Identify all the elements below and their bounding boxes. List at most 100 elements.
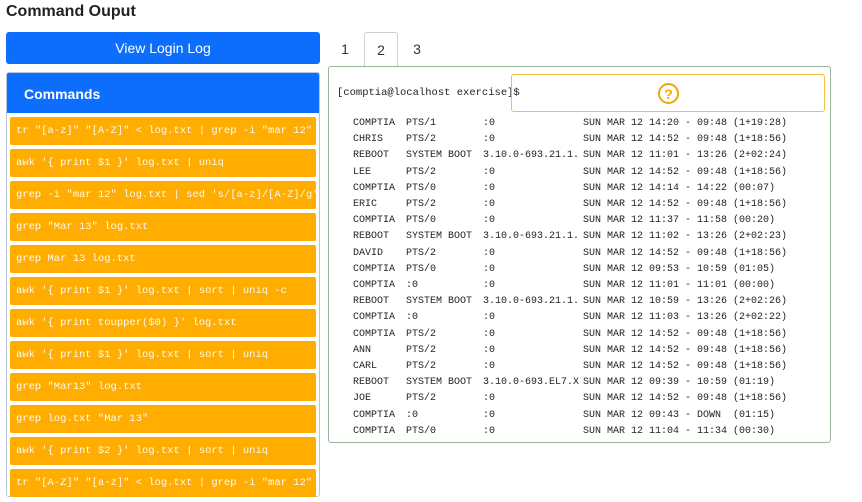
tab[interactable]: 2 [364, 32, 398, 66]
log-cell: SUN MAR 12 11:04 - 11:34 (00:30) [583, 425, 776, 437]
tab[interactable]: 1 [341, 41, 349, 57]
log-cell: 3.10.0-693.EL7.X [483, 377, 580, 389]
command-item[interactable]: awk '{ print $2 }' log.txt | sort | uniq [10, 437, 316, 465]
command-item[interactable]: grep -i "mar 12" log.txt | sed 's/[a-z]/… [10, 181, 316, 209]
command-item[interactable]: grep Mar 13 log.txt [10, 245, 316, 273]
command-item[interactable]: grep "Mar 13" log.txt [10, 213, 316, 241]
log-cell: :0 [483, 393, 496, 405]
log-cell: :0 [483, 134, 496, 146]
command-item[interactable]: awk '{ print $1 }' log.txt | uniq [10, 149, 316, 177]
command-item[interactable]: awk '{ print $1 }' log.txt | sort | uniq… [10, 277, 316, 305]
command-item[interactable]: grep "Mar13" log.txt [10, 373, 316, 401]
command-item[interactable]: awk '{ print toupper($0) }' log.txt [10, 309, 316, 337]
command-input[interactable]: ? [511, 74, 825, 112]
command-item[interactable]: awk '{ print $1 }' log.txt | sort | uniq [10, 341, 316, 369]
log-cell: :0 [406, 409, 419, 421]
log-cell: :0 [483, 215, 496, 227]
command-item[interactable]: tr "[A-Z]" "[a-z]" < log.txt | grep -i "… [10, 469, 316, 497]
log-cell: SUN MAR 12 14:52 - 09:48 (1+18:56) [583, 344, 788, 356]
tab[interactable]: 3 [413, 41, 421, 57]
command-item[interactable]: grep log.txt "Mar 13" [10, 405, 316, 433]
log-cell: :0 [406, 312, 419, 324]
prompt: [comptia@localhost exercise]$ [337, 87, 520, 99]
log-cell: SUN MAR 12 09:39 - 10:59 (01:19) [583, 377, 776, 389]
log-cell: PTS/2 [406, 344, 437, 356]
log-cell: ERIC [353, 199, 378, 210]
log-cell: CHRIS [353, 134, 384, 146]
log-cell: SUN MAR 12 14:52 - 09:48 (1+18:56) [583, 393, 788, 405]
log-cell: ANN [353, 344, 372, 356]
log-cell: SUN MAR 12 11:01 - 13:26 (2+02:24) [583, 150, 788, 162]
log-cell: 3.10.0-693.21.1. [483, 231, 580, 243]
help-icon[interactable]: ? [658, 83, 679, 104]
log-cell: SUN MAR 12 11:01 - 11:01 (00:00) [583, 280, 776, 291]
log-cell: CARL [353, 361, 378, 372]
log-cell: :0 [483, 247, 496, 259]
log-cell: PTS/2 [406, 361, 437, 372]
log-cell: SUN MAR 12 14:20 - 09:48 (1+19:28) [583, 118, 788, 129]
log-cell: :0 [483, 263, 496, 275]
log-cell: :0 [483, 182, 496, 194]
log-cell: REBOOT [353, 296, 390, 308]
log-cell: SYSTEM BOOT [406, 296, 473, 308]
log-cell: :0 [483, 199, 496, 210]
log-cell: PTS/2 [406, 247, 437, 259]
log-cell: PTS/2 [406, 166, 437, 178]
page-title: Command Ouput [6, 3, 136, 20]
log-cell: SUN MAR 12 14:52 - 09:48 (1+18:56) [583, 361, 788, 372]
log-cell: PTS/2 [406, 199, 437, 210]
log-cell: PTS/0 [406, 215, 437, 227]
log-cell: PTS/0 [406, 425, 437, 437]
log-cell: :0 [483, 344, 496, 356]
log-cell: SUN MAR 12 14:52 - 09:48 (1+18:56) [583, 328, 788, 340]
log-cell: SYSTEM BOOT [406, 150, 473, 162]
log-cell: COMPTIA [353, 215, 396, 227]
log-cell: SUN MAR 12 09:53 - 10:59 (01:05) [583, 263, 776, 275]
log-cell: COMPTIA [353, 425, 396, 437]
log-cell: REBOOT [353, 231, 390, 243]
commands-title: Commands [7, 73, 319, 113]
log-cell: COMPTIA [353, 409, 396, 421]
log-cell: :0 [483, 118, 496, 129]
terminal: [comptia@localhost exercise]$ ? COMPTIA P… [328, 66, 831, 443]
log-cell: JOE [353, 393, 372, 405]
log-cell: COMPTIA [353, 328, 396, 340]
log-cell: PTS/2 [406, 328, 437, 340]
view-log-button[interactable]: View Login Log [6, 32, 320, 64]
log-cell: SUN MAR 12 14:14 - 14:22 (00:07) [583, 182, 776, 194]
log-cell: COMPTIA [353, 118, 396, 129]
log-cell: COMPTIA [353, 263, 396, 275]
log-cell: SUN MAR 12 14:52 - 09:48 (1+18:56) [583, 247, 788, 259]
command-item[interactable]: tr "[a-z]" "[A-Z]" < log.txt | grep -i "… [10, 117, 316, 145]
log-cell: SUN MAR 12 11:37 - 11:58 (00:20) [583, 215, 776, 227]
log-cell: SUN MAR 12 14:52 - 09:48 (1+18:56) [583, 199, 788, 210]
log-cell: SUN MAR 12 11:02 - 13:26 (2+02:23) [583, 231, 788, 243]
log-cell: PTS/0 [406, 263, 437, 275]
log-cell: :0 [483, 425, 496, 437]
log-cell: :0 [406, 280, 419, 291]
log-cell: :0 [483, 361, 496, 372]
log-cell: PTS/1 [406, 118, 437, 129]
log-cell: LEE [353, 166, 372, 178]
log-cell: REBOOT [353, 150, 390, 162]
log-cell: 3.10.0-693.21.1. [483, 150, 580, 162]
commands-panel: Commands tr "[a-z]" "[A-Z]" < log.txt | … [6, 72, 320, 497]
log-cell: COMPTIA [353, 280, 396, 291]
log-cell: SUN MAR 12 14:52 - 09:48 (1+18:56) [583, 134, 788, 146]
log-cell: :0 [483, 280, 496, 291]
log-cell: SUN MAR 12 09:43 - DOWN (01:15) [583, 409, 776, 421]
log-cell: DAVID [353, 247, 384, 259]
log-cell: 3.10.0-693.21.1. [483, 296, 580, 308]
log-cell: SUN MAR 12 14:52 - 09:48 (1+18:56) [583, 166, 788, 178]
log-cell: PTS/2 [406, 393, 437, 405]
log-cell: SUN MAR 12 11:03 - 13:26 (2+02:22) [583, 312, 788, 324]
log-cell: PTS/2 [406, 134, 437, 146]
log-cell: SYSTEM BOOT [406, 377, 473, 389]
log-cell: COMPTIA [353, 182, 396, 194]
log-cell: COMPTIA [353, 312, 396, 324]
log-cell: PTS/0 [406, 182, 437, 194]
log-cell: SYSTEM BOOT [406, 231, 473, 243]
log-cell: SUN MAR 12 10:59 - 13:26 (2+02:26) [583, 296, 788, 308]
log-cell: :0 [483, 166, 496, 178]
log-cell: :0 [483, 328, 496, 340]
